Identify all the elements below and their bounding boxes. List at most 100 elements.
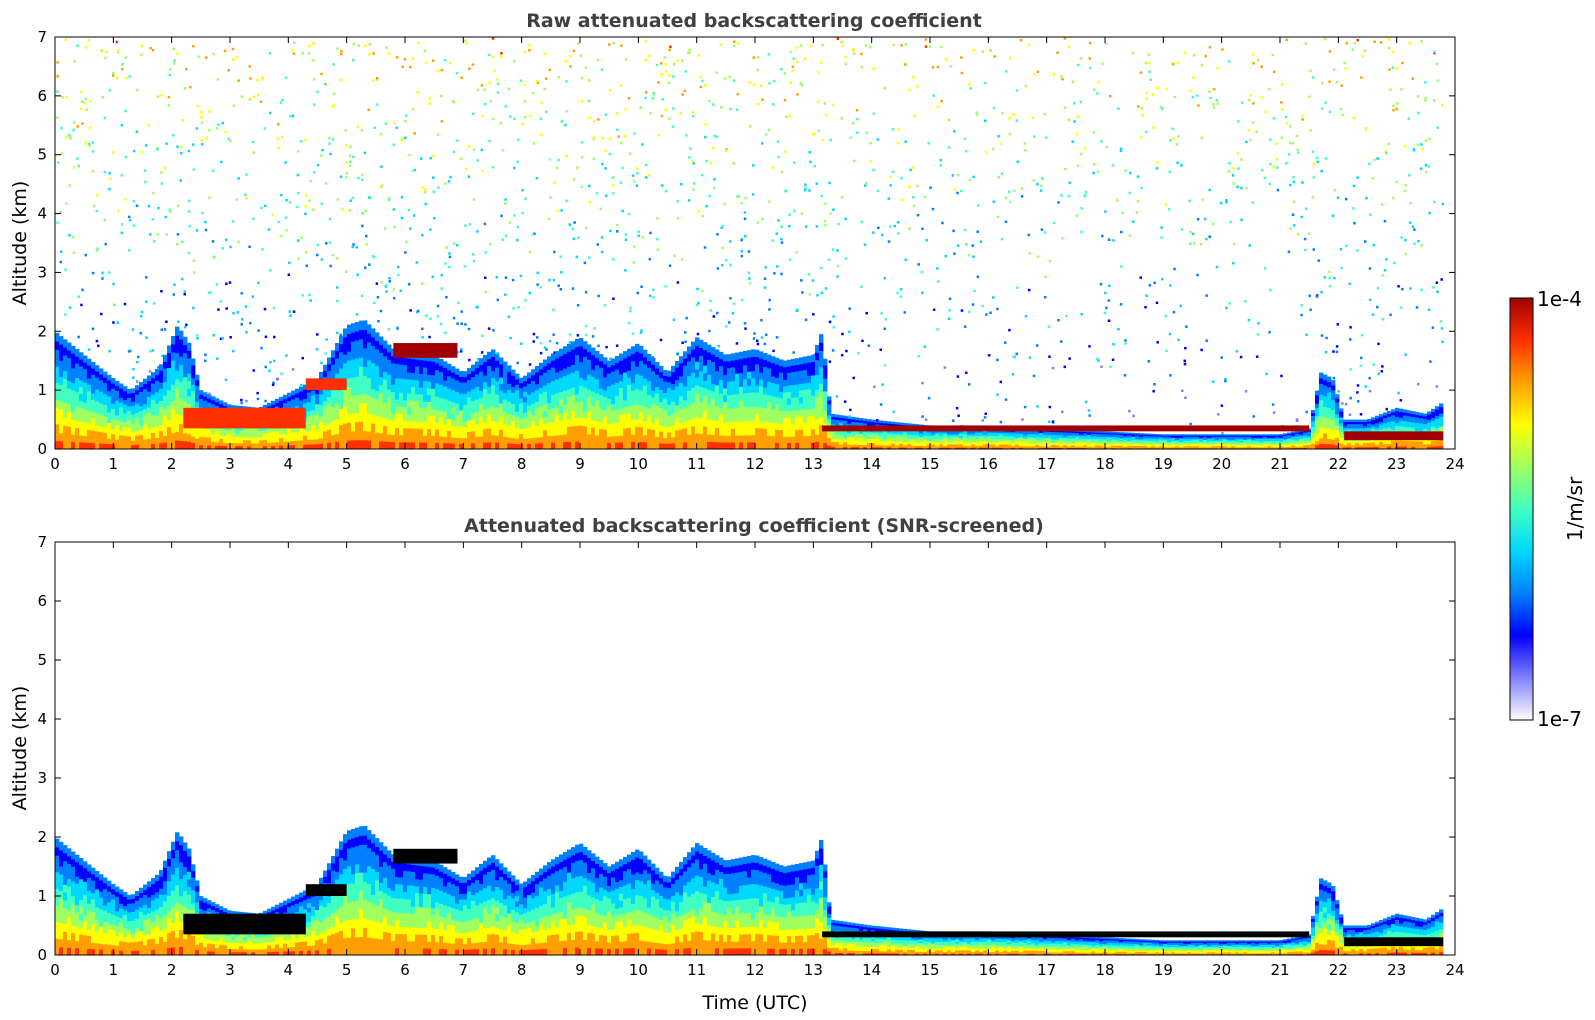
backscatter-cell [575, 417, 580, 426]
backscatter-cell [559, 406, 564, 414]
backscatter-cell [1047, 447, 1052, 450]
noise-speckle [531, 91, 535, 95]
backscatter-cell [783, 379, 788, 387]
noise-speckle [463, 39, 467, 43]
noise-speckle [924, 38, 928, 41]
backscatter-cell [1015, 431, 1020, 434]
backscatter-cell [975, 438, 980, 441]
backscatter-cell [799, 390, 804, 398]
noise-speckle [989, 48, 992, 52]
backscatter-cell [1063, 446, 1068, 448]
backscatter-cell [867, 434, 872, 437]
backscatter-cell [935, 433, 940, 436]
backscatter-cell [303, 439, 308, 445]
backscatter-cell [803, 422, 808, 430]
noise-speckle [409, 309, 412, 312]
noise-speckle [649, 231, 652, 235]
backscatter-cell [79, 442, 84, 450]
noise-speckle [621, 166, 624, 170]
backscatter-cell [435, 429, 440, 437]
backscatter-cell [795, 384, 800, 391]
noise-speckle [428, 96, 432, 100]
noise-speckle [68, 233, 71, 237]
backscatter-cell [551, 442, 556, 450]
noise-speckle [580, 156, 584, 159]
noise-speckle [1023, 149, 1027, 152]
backscatter-cell [1047, 438, 1052, 441]
backscatter-cell [327, 403, 332, 411]
backscatter-cell [211, 403, 216, 408]
noise-speckle [535, 176, 539, 180]
backscatter-cell [87, 410, 92, 418]
backscatter-cell [623, 442, 628, 450]
backscatter-cell [227, 429, 232, 434]
backscatter-cell [447, 363, 452, 371]
noise-speckle [364, 44, 367, 47]
noise-speckle [555, 166, 559, 170]
noise-speckle [821, 138, 824, 142]
backscatter-cell [523, 396, 528, 403]
backscatter-cell [955, 437, 960, 440]
backscatter-cell [655, 393, 660, 400]
backscatter-cell [751, 377, 756, 386]
noise-speckle [60, 126, 63, 130]
backscatter-cell [867, 421, 872, 424]
backscatter-cell [719, 428, 724, 436]
backscatter-cell [823, 397, 828, 405]
backscatter-cell [783, 373, 788, 380]
backscatter-cell [83, 362, 88, 370]
noise-speckle [947, 118, 951, 122]
backscatter-cell [611, 442, 616, 450]
backscatter-cell [339, 392, 344, 401]
backscatter-cell [235, 436, 240, 441]
backscatter-cell [759, 393, 764, 401]
noise-speckle [571, 227, 575, 231]
noise-speckle [777, 155, 780, 159]
backscatter-cell [903, 441, 908, 444]
backscatter-cell [779, 442, 784, 450]
backscatter-cell [331, 413, 336, 422]
backscatter-cell [467, 431, 472, 438]
backscatter-cell [839, 432, 844, 435]
noise-speckle [744, 327, 747, 330]
backscatter-cell [807, 395, 812, 403]
backscatter-cell [907, 445, 912, 448]
backscatter-cell [63, 433, 68, 442]
backscatter-cell [863, 420, 868, 424]
backscatter-cell [603, 403, 608, 411]
backscatter-cell [531, 380, 536, 387]
backscatter-cell [63, 347, 68, 356]
backscatter-cell [183, 424, 188, 434]
noise-speckle [595, 191, 599, 195]
backscatter-cell [163, 415, 168, 423]
backscatter-cell [551, 428, 556, 436]
noise-speckle [588, 184, 591, 188]
backscatter-cell [1027, 436, 1032, 439]
backscatter-cell [807, 362, 812, 370]
backscatter-cell [883, 420, 888, 424]
noise-speckle [829, 212, 832, 215]
backscatter-cell [995, 437, 1000, 440]
backscatter-cell [123, 408, 128, 414]
backscatter-cell [839, 436, 844, 440]
backscatter-cell [543, 372, 548, 380]
noise-speckle [172, 134, 175, 137]
noise-speckle [997, 135, 1000, 138]
backscatter-cell [907, 432, 912, 435]
noise-speckle [688, 51, 691, 54]
backscatter-cell [427, 374, 432, 382]
backscatter-cell [767, 374, 772, 382]
backscatter-cell [315, 418, 320, 425]
backscatter-cell [435, 382, 440, 390]
backscatter-cell [459, 410, 464, 417]
noise-speckle [612, 41, 615, 45]
backscatter-cell [527, 427, 532, 433]
backscatter-cell [499, 422, 504, 430]
backscatter-cell [607, 360, 612, 368]
backscatter-cell [955, 433, 960, 436]
backscatter-cell [971, 442, 976, 445]
backscatter-cell [507, 383, 512, 390]
noise-speckle [144, 300, 148, 304]
backscatter-cell [91, 424, 96, 431]
noise-speckle [440, 68, 444, 72]
